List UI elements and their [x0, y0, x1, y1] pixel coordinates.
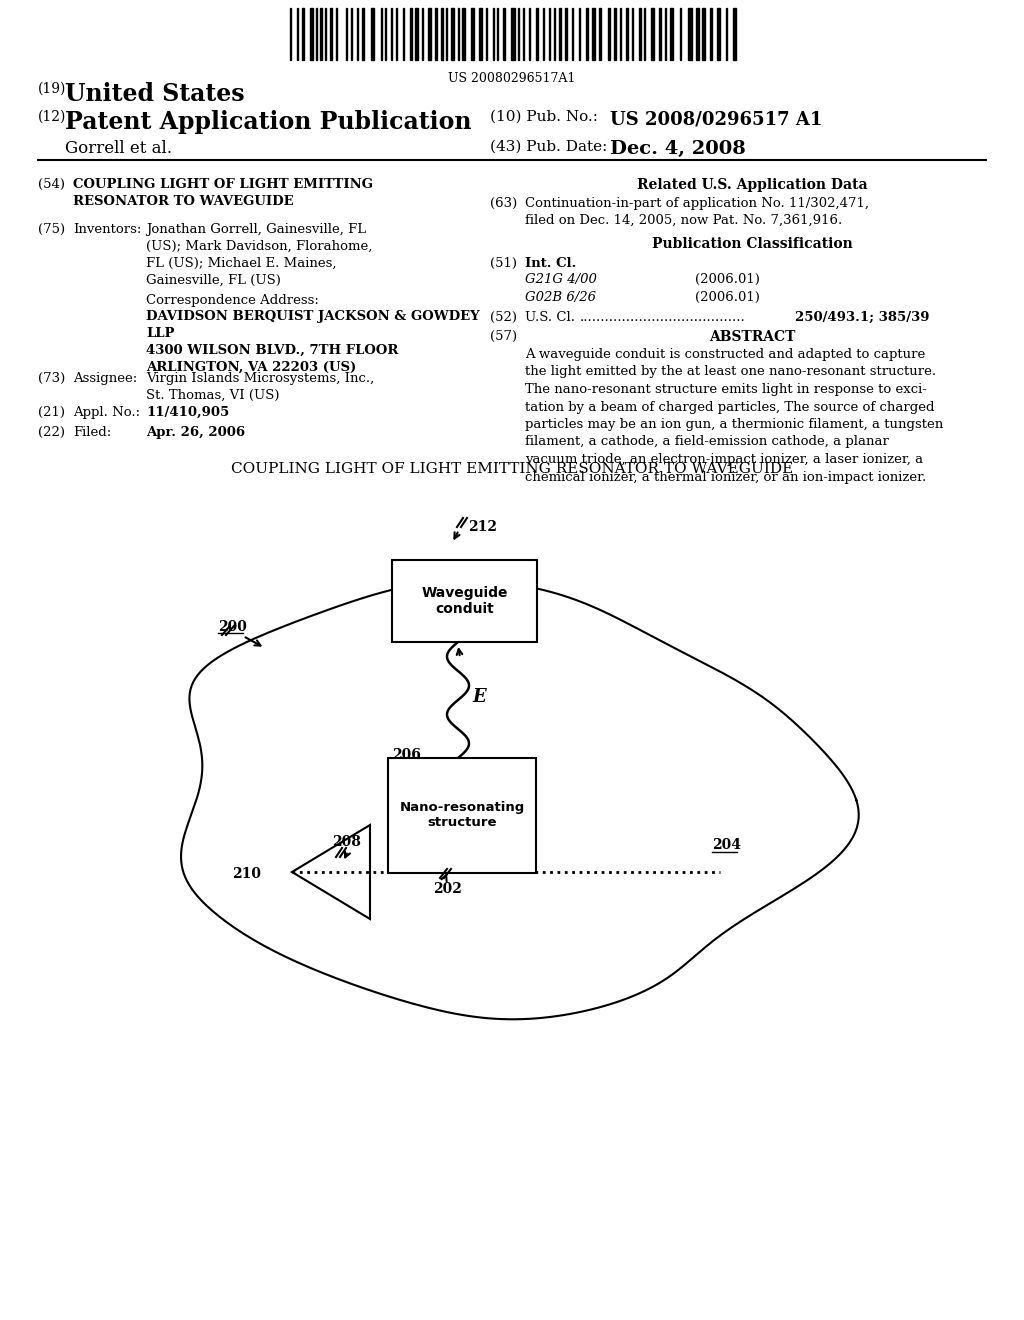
Text: (19): (19)	[38, 82, 67, 96]
Text: COUPLING LIGHT OF LIGHT EMITTING
RESONATOR TO WAVEGUIDE: COUPLING LIGHT OF LIGHT EMITTING RESONAT…	[73, 178, 373, 209]
Bar	[362, 8, 364, 59]
Text: U.S. Cl.: U.S. Cl.	[525, 312, 575, 323]
Text: G02B 6/26: G02B 6/26	[525, 290, 596, 304]
Bar	[310, 8, 313, 59]
Bar	[710, 8, 712, 59]
Bar	[319, 8, 322, 59]
Text: Appl. No.:: Appl. No.:	[73, 407, 140, 418]
Bar	[479, 8, 482, 59]
Text: Jonathan Gorrell, Gainesville, FL
(US); Mark Davidson, Florahome,
FL (US); Micha: Jonathan Gorrell, Gainesville, FL (US); …	[146, 223, 373, 286]
Text: Virgin Islands Microsystems, Inc.,
St. Thomas, VI (US): Virgin Islands Microsystems, Inc., St. T…	[146, 372, 374, 403]
Text: (75): (75)	[38, 223, 66, 236]
Text: Waveguide
conduit: Waveguide conduit	[421, 586, 508, 616]
Text: 212: 212	[468, 520, 497, 535]
Text: A waveguide conduit is constructed and adapted to capture
the light emitted by t: A waveguide conduit is constructed and a…	[525, 348, 943, 483]
Text: COUPLING LIGHT OF LIGHT EMITTING RESONATOR TO WAVEGUIDE: COUPLING LIGHT OF LIGHT EMITTING RESONAT…	[230, 462, 794, 477]
Text: (10) Pub. No.:: (10) Pub. No.:	[490, 110, 598, 124]
Text: 208: 208	[332, 836, 360, 849]
Text: 202: 202	[433, 882, 463, 896]
Text: Apr. 26, 2006: Apr. 26, 2006	[146, 426, 245, 440]
Text: Continuation-in-part of application No. 11/302,471,
filed on Dec. 14, 2005, now : Continuation-in-part of application No. …	[525, 197, 869, 227]
Text: (63): (63)	[490, 197, 517, 210]
Text: US 20080296517A1: US 20080296517A1	[449, 73, 575, 84]
Text: Assignee:: Assignee:	[73, 372, 137, 385]
Text: 200: 200	[218, 620, 247, 634]
Text: Nano-resonating
structure: Nano-resonating structure	[399, 801, 524, 829]
Bar	[511, 8, 515, 59]
Text: 210: 210	[232, 867, 261, 880]
Bar	[614, 8, 616, 59]
Text: Int. Cl.: Int. Cl.	[525, 257, 577, 271]
Bar	[330, 8, 332, 59]
Bar	[670, 8, 673, 59]
Bar	[599, 8, 601, 59]
Bar	[392, 560, 537, 642]
Text: (2006.01): (2006.01)	[695, 273, 760, 286]
Bar	[462, 8, 465, 59]
Bar	[559, 8, 561, 59]
Text: US 2008/0296517 A1: US 2008/0296517 A1	[610, 110, 822, 128]
Bar	[435, 8, 437, 59]
Text: 206: 206	[392, 748, 421, 762]
Bar	[651, 8, 654, 59]
Bar	[471, 8, 474, 59]
Bar	[410, 8, 412, 59]
Text: .......................................: .......................................	[580, 312, 745, 323]
Text: Publication Classification: Publication Classification	[651, 238, 852, 251]
Text: (22): (22)	[38, 426, 65, 440]
Bar	[733, 8, 736, 59]
Text: (57): (57)	[490, 330, 517, 343]
Text: Correspondence Address:: Correspondence Address:	[146, 294, 318, 308]
Text: Dec. 4, 2008: Dec. 4, 2008	[610, 140, 745, 158]
Bar	[702, 8, 705, 59]
Bar	[371, 8, 374, 59]
Text: (21): (21)	[38, 407, 65, 418]
Bar	[717, 8, 720, 59]
Bar	[688, 8, 692, 59]
Text: (12): (12)	[38, 110, 67, 124]
Text: 204: 204	[712, 838, 741, 851]
Bar	[536, 8, 538, 59]
Text: 11/410,905: 11/410,905	[146, 407, 229, 418]
Text: Filed:: Filed:	[73, 426, 112, 440]
Bar	[302, 8, 304, 59]
Bar	[415, 8, 418, 59]
Text: E: E	[472, 688, 485, 706]
Text: Patent Application Publication: Patent Application Publication	[65, 110, 471, 135]
Text: DAVIDSON BERQUIST JACKSON & GOWDEY
LLP
4300 WILSON BLVD., 7TH FLOOR
ARLINGTON, V: DAVIDSON BERQUIST JACKSON & GOWDEY LLP 4…	[146, 310, 480, 374]
Text: (43) Pub. Date:: (43) Pub. Date:	[490, 140, 607, 154]
Text: (73): (73)	[38, 372, 66, 385]
Bar	[696, 8, 699, 59]
Text: Gorrell et al.: Gorrell et al.	[65, 140, 172, 157]
Text: (51): (51)	[490, 257, 517, 271]
Bar	[586, 8, 588, 59]
Text: (54): (54)	[38, 178, 65, 191]
Text: 250/493.1; 385/39: 250/493.1; 385/39	[795, 312, 930, 323]
Bar	[659, 8, 662, 59]
Bar	[451, 8, 454, 59]
Bar	[428, 8, 431, 59]
Text: United States: United States	[65, 82, 245, 106]
Text: (2006.01): (2006.01)	[695, 290, 760, 304]
Text: Inventors:: Inventors:	[73, 223, 141, 236]
Bar	[388, 758, 536, 873]
Text: ABSTRACT: ABSTRACT	[709, 330, 796, 345]
Text: (52): (52)	[490, 312, 517, 323]
Bar	[626, 8, 628, 59]
Text: Related U.S. Application Data: Related U.S. Application Data	[637, 178, 867, 191]
Bar	[639, 8, 641, 59]
Bar	[592, 8, 595, 59]
Text: G21G 4/00: G21G 4/00	[525, 273, 597, 286]
Bar	[503, 8, 505, 59]
Bar	[608, 8, 610, 59]
Bar	[565, 8, 567, 59]
Bar	[441, 8, 443, 59]
